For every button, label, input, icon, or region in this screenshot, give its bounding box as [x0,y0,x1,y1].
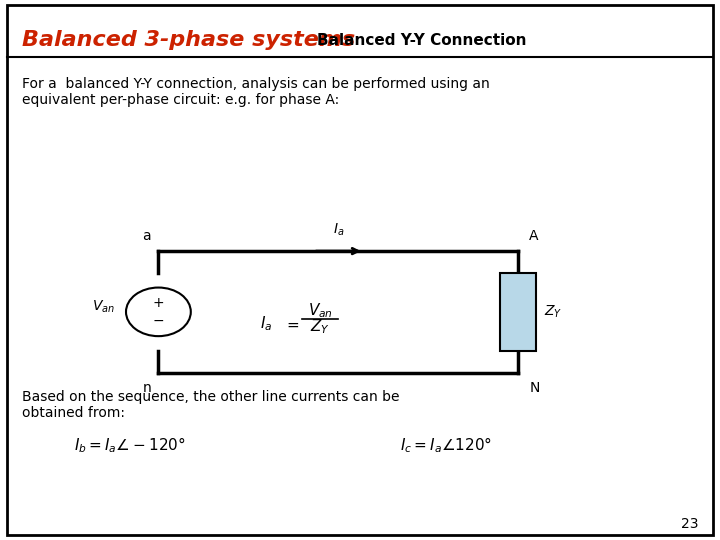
Text: obtained from:: obtained from: [22,406,125,420]
Text: A: A [529,229,539,243]
Text: 23: 23 [681,517,698,531]
Text: equivalent per-phase circuit: e.g. for phase A:: equivalent per-phase circuit: e.g. for p… [22,93,339,107]
Text: $V_{an}$: $V_{an}$ [92,298,115,315]
Text: Balanced 3-phase systems: Balanced 3-phase systems [22,30,355,51]
Text: $Z_Y$: $Z_Y$ [310,318,330,336]
Text: N: N [529,381,539,395]
Text: a: a [143,229,151,243]
Text: $=$: $=$ [284,316,300,332]
Text: +: + [153,296,164,310]
Text: n: n [143,381,151,395]
Text: Balanced Y-Y Connection: Balanced Y-Y Connection [317,33,526,48]
Bar [500,273,536,351]
Text: $I_c = I_a \angle 120°$: $I_c = I_a \angle 120°$ [400,436,492,455]
Text: $V_{an}$: $V_{an}$ [308,301,333,320]
Circle shape [126,287,191,336]
Text: $Z_Y$: $Z_Y$ [544,303,562,320]
Text: $I_b = I_a \angle -120°$: $I_b = I_a \angle -120°$ [73,436,186,455]
Text: −: − [153,313,164,327]
Text: For a  balanced Y-Y connection, analysis can be performed using an: For a balanced Y-Y connection, analysis … [22,77,490,91]
Text: $I_a$: $I_a$ [260,315,273,333]
Text: $I_a$: $I_a$ [333,221,344,238]
Text: Based on the sequence, the other line currents can be: Based on the sequence, the other line cu… [22,390,399,404]
